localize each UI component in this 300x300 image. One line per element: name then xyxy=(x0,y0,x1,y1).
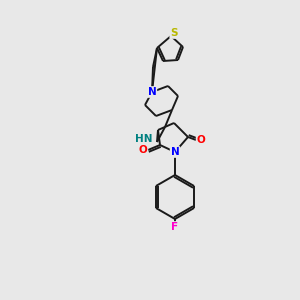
Text: F: F xyxy=(171,222,178,232)
Text: S: S xyxy=(170,28,178,38)
Text: N: N xyxy=(148,87,156,97)
Text: N: N xyxy=(171,147,179,157)
Text: HN: HN xyxy=(134,134,152,144)
Text: O: O xyxy=(196,135,206,145)
Text: O: O xyxy=(139,145,147,155)
